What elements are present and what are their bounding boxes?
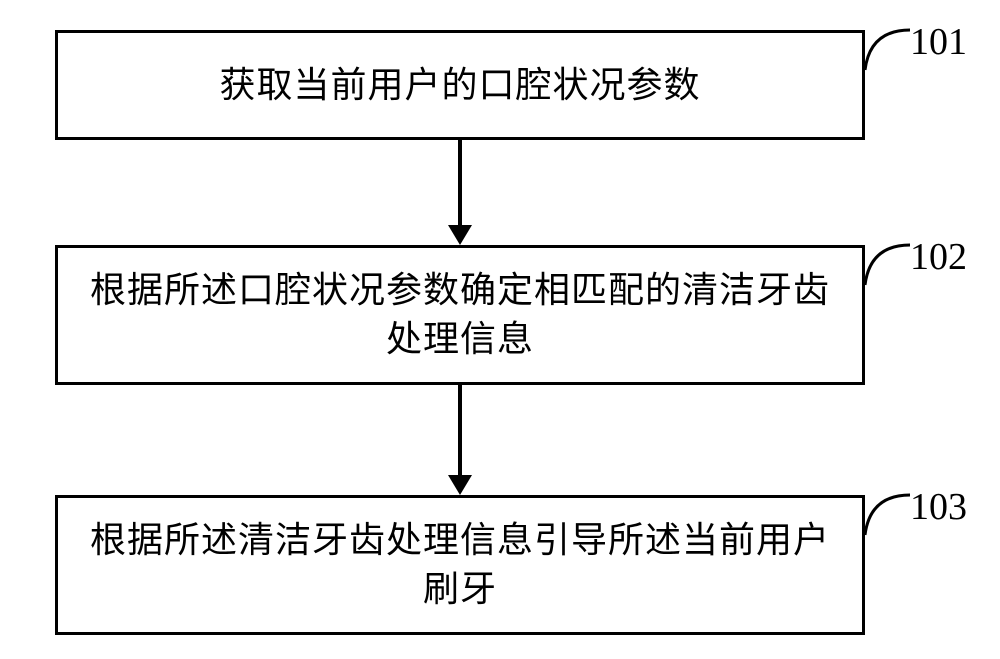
arrow-1-line <box>458 140 462 225</box>
flow-step-102-label: 102 <box>910 235 967 279</box>
flow-step-101-text: 获取当前用户的口腔状况参数 <box>219 61 700 110</box>
flow-step-103-text: 根据所述清洁牙齿处理信息引导所述当前用户刷牙 <box>78 516 842 613</box>
arrow-1-head <box>448 225 472 245</box>
flowchart-canvas: 获取当前用户的口腔状况参数 101 根据所述口腔状况参数确定相匹配的清洁牙齿处理… <box>0 0 1000 659</box>
flow-step-101: 获取当前用户的口腔状况参数 <box>55 30 865 140</box>
flow-step-103: 根据所述清洁牙齿处理信息引导所述当前用户刷牙 <box>55 495 865 635</box>
flow-step-103-label: 103 <box>910 485 967 529</box>
arrow-2-head <box>448 475 472 495</box>
arrow-2-line <box>458 385 462 475</box>
flow-step-102-text: 根据所述口腔状况参数确定相匹配的清洁牙齿处理信息 <box>78 266 842 363</box>
flow-step-101-label: 101 <box>910 20 967 64</box>
flow-step-102: 根据所述口腔状况参数确定相匹配的清洁牙齿处理信息 <box>55 245 865 385</box>
